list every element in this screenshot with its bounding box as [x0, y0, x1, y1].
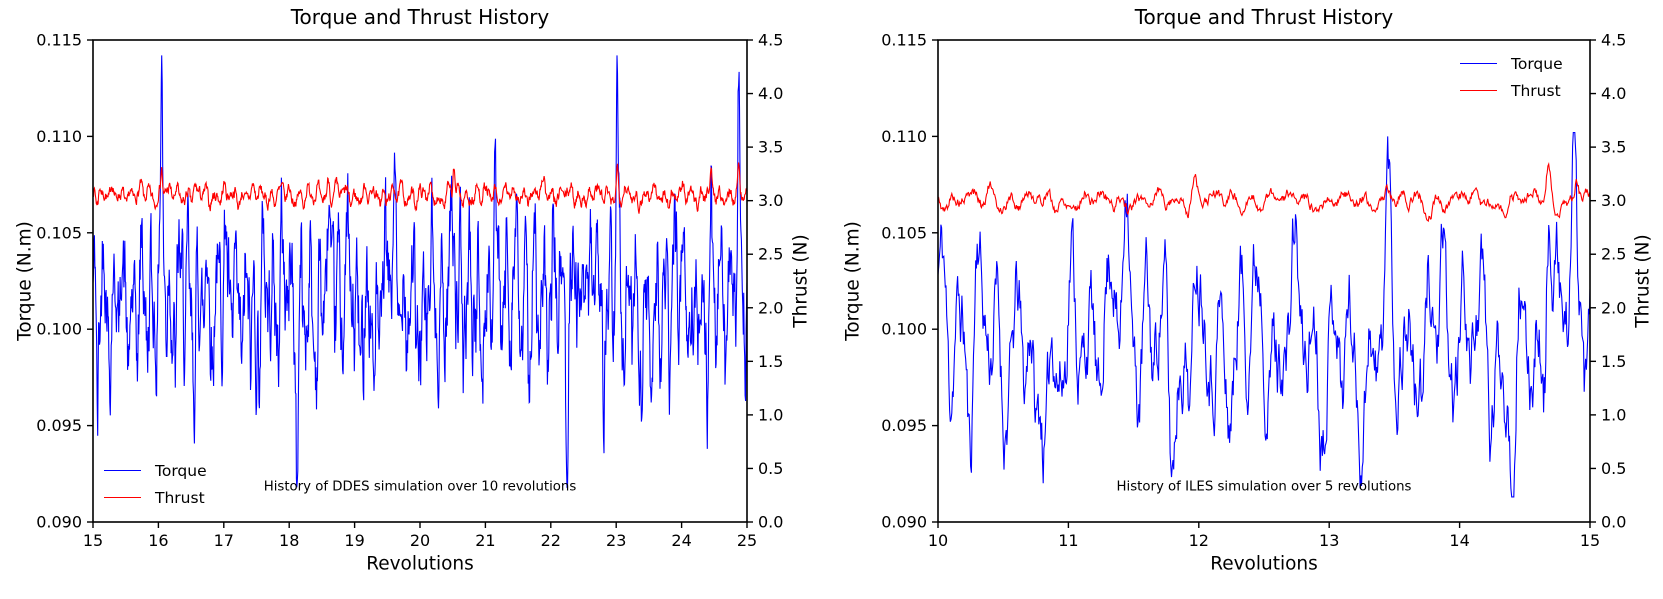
y-right-tick-label: 1.5 [1601, 352, 1626, 371]
thrust-line-swatch [1460, 90, 1497, 91]
legend-label-thrust: Thrust [155, 488, 205, 507]
plot-border [92, 39, 748, 523]
y-right-tick-label: 4.0 [1601, 84, 1626, 103]
y-right-tick-label: 4.5 [1601, 31, 1626, 50]
x-tick-label: 23 [606, 531, 626, 550]
chart-canvas-iles: 10 11 12 13 14 15 0.090 0.095 0.100 0.105 0.110 0.1… [881, 31, 1626, 551]
y-right-tick-label: 3.5 [1601, 138, 1626, 157]
y-right-tick-label: 3.0 [1601, 191, 1626, 210]
y-left-tick-label: 0.105 [36, 223, 82, 242]
y-right-tick-label: 2.0 [758, 298, 783, 317]
legend: Torque Thrust [1460, 50, 1563, 104]
x-tick-label: 24 [671, 531, 691, 550]
legend-label-torque: Torque [1511, 54, 1563, 73]
x-tick-label: 15 [1580, 531, 1600, 550]
thrust-series-line [93, 162, 747, 214]
y-left-tick-label: 0.090 [881, 513, 927, 532]
x-axis-label: Revolutions [366, 553, 474, 575]
chart-ddes: 15 16 17 18 19 20 21 22 23 24 25 0.090 0.095 0.100 0.1… [0, 0, 831, 599]
y-right-tick-label: 3.0 [758, 191, 783, 210]
x-tick-label: 14 [1449, 531, 1469, 550]
x-tick-label: 17 [214, 531, 234, 550]
annotation-ddes: History of DDES simulation over 10 revol… [263, 479, 577, 495]
annotation-iles: History of ILES simulation over 5 revolu… [1116, 479, 1412, 495]
y-right-tick-label: 1.5 [758, 352, 783, 371]
x-tick-label: 16 [148, 531, 168, 550]
y-right-tick-label: 0.5 [1601, 459, 1626, 478]
y-right-tick-label: 2.5 [1601, 245, 1626, 264]
y-right-tick-label: 1.0 [758, 405, 783, 424]
x-tick-label: 10 [928, 531, 948, 550]
y-right-tick-label: 1.0 [1601, 405, 1626, 424]
y-right-tick-label: 4.0 [758, 84, 783, 103]
y-right-tick-label: 2.5 [758, 245, 783, 264]
y-left-tick-label: 0.090 [36, 513, 82, 532]
y-right-tick-label: 0.0 [1601, 513, 1626, 532]
x-tick-label: 15 [83, 531, 103, 550]
x-tick-label: 22 [541, 531, 561, 550]
y-right-tick-label: 3.5 [758, 138, 783, 157]
y-right-tick-label: 0.0 [758, 513, 783, 532]
legend-item-thrust: Thrust [104, 484, 207, 511]
chart-title: Torque and Thrust History [1134, 5, 1394, 29]
legend: Torque Thrust [104, 457, 207, 511]
torque-series-line [938, 131, 1590, 498]
chart-title: Torque and Thrust History [290, 5, 550, 29]
chart-iles: 10 11 12 13 14 15 0.090 0.095 0.100 0.105 0.110 0.1… [831, 0, 1663, 599]
y-axis-label-thrust: Thrust (N) [1632, 234, 1654, 328]
y-left-tick-label: 0.095 [36, 416, 82, 435]
y-left-tick-label: 0.115 [36, 31, 82, 50]
y-left-tick-label: 0.110 [36, 127, 82, 146]
y-right-tick-label: 2.0 [1601, 298, 1626, 317]
y-left-tick-label: 0.115 [881, 31, 927, 50]
x-tick-label: 25 [737, 531, 757, 550]
y-left-tick-label: 0.110 [881, 127, 927, 146]
torque-line-swatch [104, 470, 141, 471]
legend-item-torque: Torque [1460, 50, 1563, 77]
y-right-tick-label: 4.5 [758, 31, 783, 50]
chart-canvas-ddes: 15 16 17 18 19 20 21 22 23 24 25 0.090 0.095 0.100 0.1… [36, 31, 783, 551]
x-tick-label: 20 [410, 531, 430, 550]
legend-label-thrust: Thrust [1511, 81, 1561, 100]
x-tick-label: 11 [1058, 531, 1078, 550]
x-tick-label: 19 [344, 531, 364, 550]
x-tick-label: 21 [475, 531, 495, 550]
thrust-series-line [938, 161, 1590, 223]
plot-border [937, 39, 1591, 523]
y-left-tick-label: 0.105 [881, 223, 927, 242]
y-left-tick-label: 0.095 [881, 416, 927, 435]
y-left-tick-label: 0.100 [881, 320, 927, 339]
y-left-tick-label: 0.100 [36, 320, 82, 339]
y-right-tick-label: 0.5 [758, 459, 783, 478]
torque-line-swatch [1460, 63, 1497, 64]
x-tick-label: 12 [1189, 531, 1209, 550]
x-axis-label: Revolutions [1210, 553, 1318, 575]
thrust-line-swatch [104, 497, 141, 498]
legend-item-torque: Torque [104, 457, 207, 484]
legend-item-thrust: Thrust [1460, 77, 1563, 104]
y-axis-label-thrust: Thrust (N) [790, 234, 812, 328]
torque-series-line [93, 55, 747, 488]
legend-label-torque: Torque [155, 461, 207, 480]
y-axis-label-torque: Torque (N.m) [842, 221, 864, 341]
x-tick-label: 13 [1319, 531, 1339, 550]
x-tick-label: 18 [279, 531, 299, 550]
y-axis-label-torque: Torque (N.m) [14, 221, 36, 341]
